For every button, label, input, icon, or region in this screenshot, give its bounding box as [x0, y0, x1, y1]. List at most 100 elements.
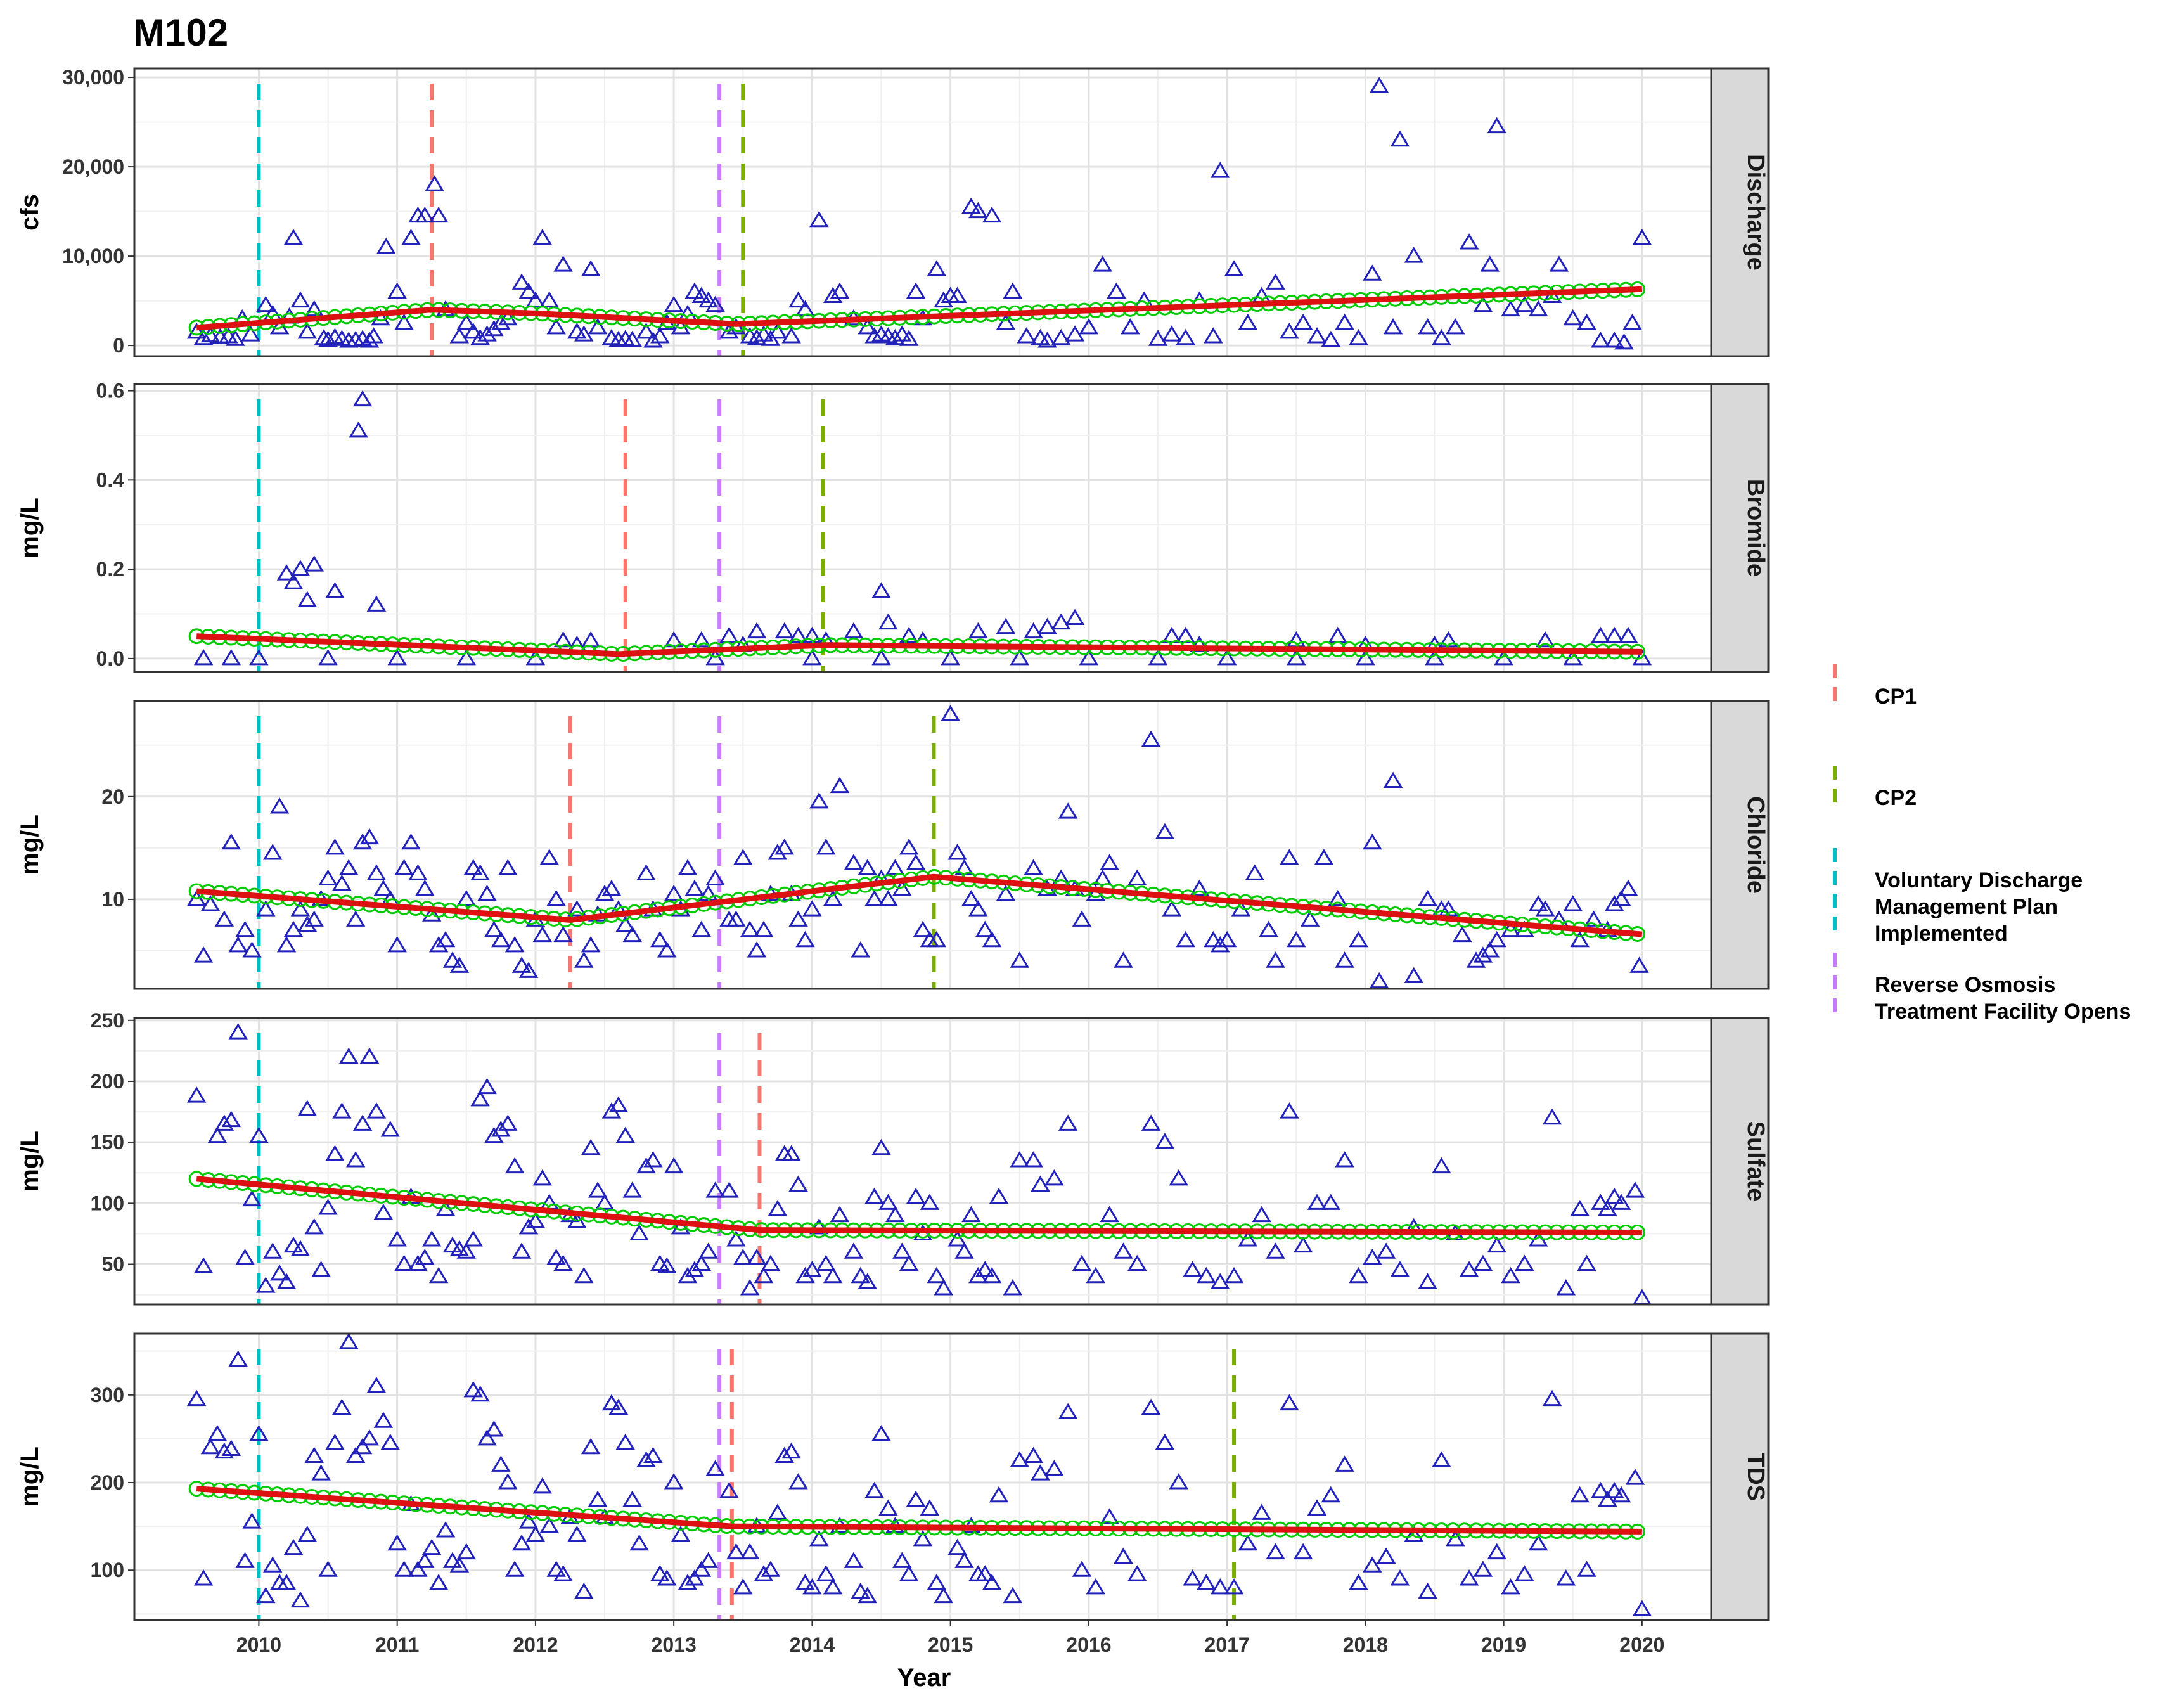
- observed-point: [228, 1023, 248, 1040]
- observed-point: [1204, 930, 1223, 948]
- observed-point: [885, 859, 905, 875]
- observed-point: [1632, 228, 1652, 245]
- observed-point: [477, 884, 497, 901]
- observed-point: [968, 622, 988, 639]
- observed-point: [553, 925, 573, 943]
- observed-point: [615, 1126, 636, 1143]
- observed-point: [1459, 1261, 1479, 1277]
- observed-point: [1528, 895, 1548, 911]
- observed-point: [193, 1257, 214, 1273]
- observed-point: [781, 1145, 801, 1161]
- legend: CP1 CP2 Voluntary Discharge Management Pla…: [1833, 664, 2131, 1024]
- observed-point: [899, 330, 919, 346]
- observed-point: [339, 1047, 359, 1064]
- observed-point: [1100, 1206, 1119, 1223]
- observed-point: [726, 1230, 746, 1247]
- observed-point: [698, 1242, 718, 1259]
- observed-point: [615, 1433, 636, 1450]
- observed-point: [1632, 648, 1652, 666]
- observed-point: [802, 900, 822, 917]
- observed-point: [325, 1433, 345, 1450]
- observed-point: [1148, 648, 1168, 666]
- observed-point: [691, 286, 712, 304]
- observed-point: [1155, 823, 1175, 840]
- observed-point: [941, 648, 960, 666]
- observed-point: [1031, 1464, 1050, 1481]
- y-tick-label: 20,000: [62, 155, 124, 178]
- observed-point: [858, 1587, 877, 1604]
- y-tick-label: 10: [101, 888, 124, 911]
- observed-point: [553, 255, 573, 272]
- observed-point: [1515, 1565, 1534, 1581]
- observed-point: [1604, 626, 1624, 643]
- observed-point: [1622, 313, 1642, 330]
- observed-point: [996, 884, 1016, 901]
- observed-point: [366, 595, 387, 612]
- observed-point: [1037, 332, 1057, 348]
- observed-point: [913, 920, 933, 937]
- observed-point: [643, 332, 663, 348]
- observed-point: [456, 1242, 477, 1259]
- observed-point: [525, 1212, 546, 1228]
- observed-point: [318, 869, 338, 886]
- observed-point: [878, 890, 898, 906]
- observed-point: [283, 228, 304, 245]
- observed-point: [1162, 900, 1182, 917]
- observed-point: [1252, 1206, 1271, 1223]
- observed-point: [1079, 318, 1099, 335]
- observed-point: [1024, 1446, 1043, 1464]
- observed-point: [684, 282, 705, 299]
- observed-point: [546, 1561, 566, 1577]
- observed-point: [899, 1254, 919, 1271]
- observed-point: [1127, 1565, 1147, 1581]
- observed-point: [235, 1552, 255, 1568]
- observed-point: [1190, 879, 1209, 896]
- y-tick-label: 250: [91, 1009, 124, 1032]
- observed-point: [788, 910, 808, 927]
- observed-point: [1293, 1543, 1313, 1560]
- observed-point: [1459, 233, 1479, 250]
- observed-point: [934, 1279, 953, 1296]
- observed-point: [601, 879, 622, 896]
- observed-point: [1363, 264, 1382, 281]
- observed-point: [1197, 1574, 1216, 1590]
- observed-point: [1238, 313, 1258, 330]
- observed-point: [1335, 1455, 1354, 1472]
- observed-point: [1210, 936, 1230, 953]
- observed-point: [754, 325, 774, 342]
- y-tick-label: 100: [91, 1192, 124, 1214]
- observed-point: [1501, 1578, 1520, 1595]
- observed-point: [1432, 1157, 1451, 1174]
- observed-point: [1570, 1486, 1590, 1503]
- observed-point: [816, 838, 836, 855]
- observed-point: [242, 941, 262, 958]
- observed-point: [899, 838, 919, 855]
- observed-point: [768, 844, 788, 860]
- x-tick-label: 2014: [790, 1633, 835, 1656]
- observed-point: [684, 879, 705, 896]
- observed-point: [532, 1477, 553, 1494]
- observed-point: [242, 1190, 262, 1207]
- observed-point: [726, 1543, 746, 1560]
- facet-panels: 0 10,000 20,000 30,000 Discharge cfs 0.0 0.2 0.4…: [16, 66, 1770, 1621]
- observed-point: [456, 890, 477, 906]
- observed-point: [532, 1169, 553, 1186]
- observed-point: [774, 622, 795, 639]
- observed-point: [226, 330, 245, 346]
- observed-point: [470, 864, 490, 880]
- observed-point: [435, 1521, 456, 1538]
- observed-point: [705, 869, 725, 886]
- observed-point: [1024, 1151, 1043, 1168]
- observed-point: [1604, 895, 1624, 911]
- observed-point: [636, 323, 656, 339]
- observed-point: [186, 1086, 207, 1103]
- observed-point: [394, 1561, 414, 1577]
- observed-point: [788, 626, 808, 643]
- observed-point: [1432, 1451, 1451, 1467]
- observed-point: [574, 1582, 594, 1599]
- observed-point: [339, 1332, 359, 1349]
- observed-point: [511, 1534, 532, 1551]
- observed-point: [1487, 930, 1506, 948]
- observed-point: [954, 1552, 974, 1568]
